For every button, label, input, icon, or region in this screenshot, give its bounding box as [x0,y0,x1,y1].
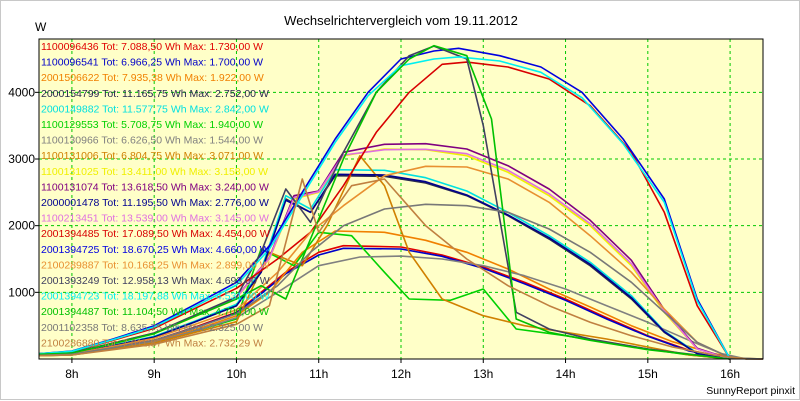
legend-entry: 2100289887 Tot: 10.168,25 Wh Max: 2.899,… [41,259,270,271]
x-tick-label: 12h [391,367,411,381]
x-tick-label: 11h [309,367,328,381]
legend-entry: 2001394725 Tot: 18.670,25 Wh Max: 4.660,… [41,244,270,256]
series-line-11 [38,173,731,360]
legend-entry: 2001394723 Tot: 18.197,88 Wh Max: 4.531,… [41,291,270,303]
legend-entry: 2001506622 Tot: 7.935,38 Wh Max: 1.922,0… [41,72,264,84]
legend-entry: 1100131006 Tot: 6.804,75 Wh Max: 3.071,0… [41,150,263,162]
x-tick-label: 9h [148,367,161,381]
series-line-14 [38,47,731,360]
series-line-15 [38,165,764,360]
series-line-18 [38,44,731,360]
legend-entry: 2001102358 Tot: 8.635,75 Wh Max: 2.325,0… [41,322,263,334]
x-tick-label: 13h [473,367,493,381]
legend-entry: 2100286880 Tot: 7.611,87 Wh Max: 2.732,2… [41,337,263,349]
legend-entry: 1100096436 Tot: 7.088,50 Wh Max: 1.730,0… [41,41,263,53]
x-tick-label: 10h [226,367,246,381]
y-tick-label: 3000 [8,152,35,166]
legend-entry: 2001393249 Tot: 12.958,13 Wh Max: 4.693,… [41,275,270,287]
x-tick-label: 8h [65,367,78,381]
x-tick-label: 15h [638,367,658,381]
legend-entry: 1100213451 Tot: 13.539,00 Wh Max: 3.145,… [41,213,269,225]
series-line-20 [38,178,747,360]
y-tick-label: 1000 [8,285,35,299]
legend-entry: 2000149882 Tot: 11.577,75 Wh Max: 2.842,… [41,103,269,115]
y-tick-label: 2000 [8,219,35,233]
legend-entry: 2001394487 Tot: 11.104,50 Wh Max: 4.700,… [41,306,269,318]
series-line-8 [38,154,731,360]
y-tick-label: 4000 [8,85,35,99]
legend-entry: 1100129553 Tot: 5.708,75 Wh Max: 1.940,0… [41,119,263,131]
legend-entry: 1100130966 Tot: 6.626,50 Wh Max: 1.544,0… [41,135,263,147]
x-tick-label: 14h [556,367,576,381]
series-line-19 [38,203,764,360]
legend-entry: 2000154799 Tot: 11.165,75 Wh Max: 2.752,… [41,88,269,100]
series-line-17 [38,56,731,360]
legend-entry: 1100131074 Tot: 13.618,50 Wh Max: 3.240,… [41,181,269,193]
footer-credit: SunnyReport pinxit [706,385,795,397]
y-axis-unit-label: W [35,20,47,34]
chart-title: Wechselrichtervergleich vom 19.11.2012 [284,13,518,28]
legend-entry: 1100096541 Tot: 6.966,25 Wh Max: 1.700,0… [41,57,263,69]
x-tick-label: 16h [720,367,740,381]
legend-entry: 2000001478 Tot: 11.195,50 Wh Max: 2.776,… [41,197,269,209]
legend-entry: 1100131025 Tot: 13.411,00 Wh Max: 3.158,… [41,166,268,178]
legend-entry: 2001394485 Tot: 17.089,50 Wh Max: 4.454,… [41,228,270,240]
